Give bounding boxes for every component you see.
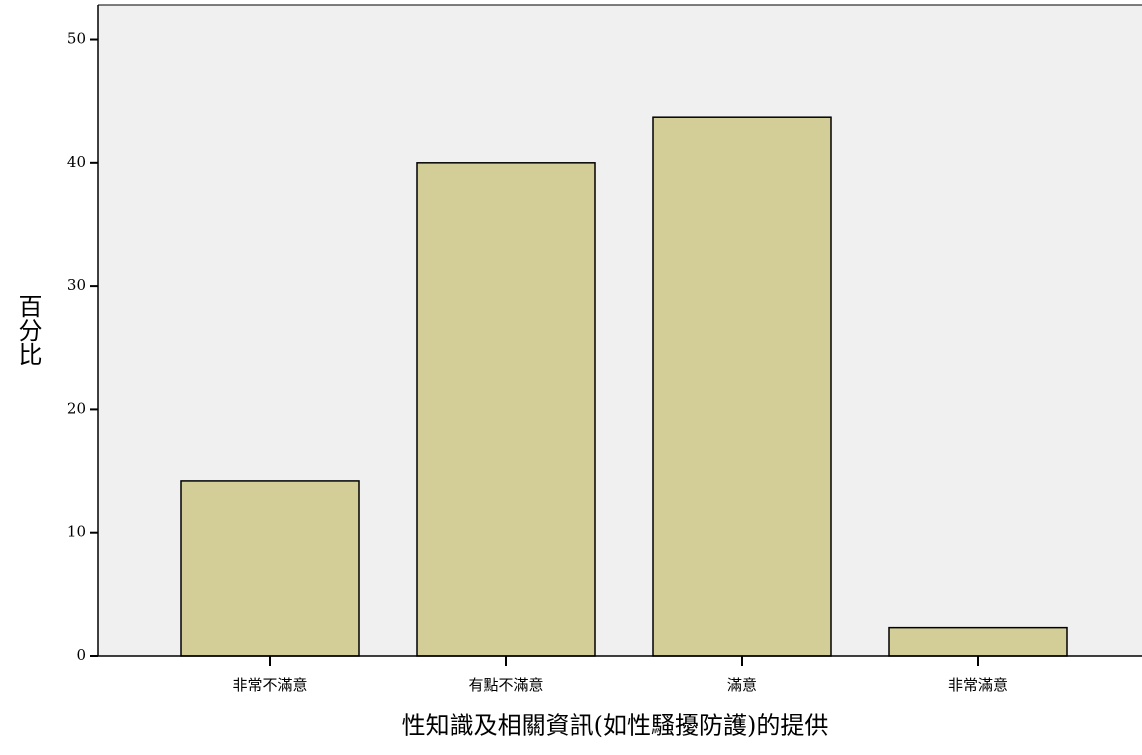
- y-tick-label: 50: [67, 30, 86, 48]
- x-tick-label: 滿意: [727, 676, 757, 694]
- x-axis-label: 性知識及相關資訊(如性騷擾防護)的提供: [402, 712, 829, 740]
- bar: [888, 626, 1068, 657]
- x-tick-label: 非常滿意: [948, 676, 1008, 694]
- x-tick-label: 有點不滿意: [468, 676, 543, 694]
- bar: [416, 162, 596, 657]
- x-tick-label: 非常不滿意: [232, 676, 307, 694]
- bar: [652, 116, 832, 657]
- y-tick-label: 20: [67, 399, 86, 417]
- y-tick-label: 40: [67, 153, 86, 171]
- y-axis-label: 百分比: [14, 294, 42, 366]
- y-tick-label: 30: [67, 276, 86, 294]
- y-tick-label: 10: [67, 523, 86, 541]
- y-tick-label: 0: [76, 646, 86, 664]
- bar: [180, 480, 360, 657]
